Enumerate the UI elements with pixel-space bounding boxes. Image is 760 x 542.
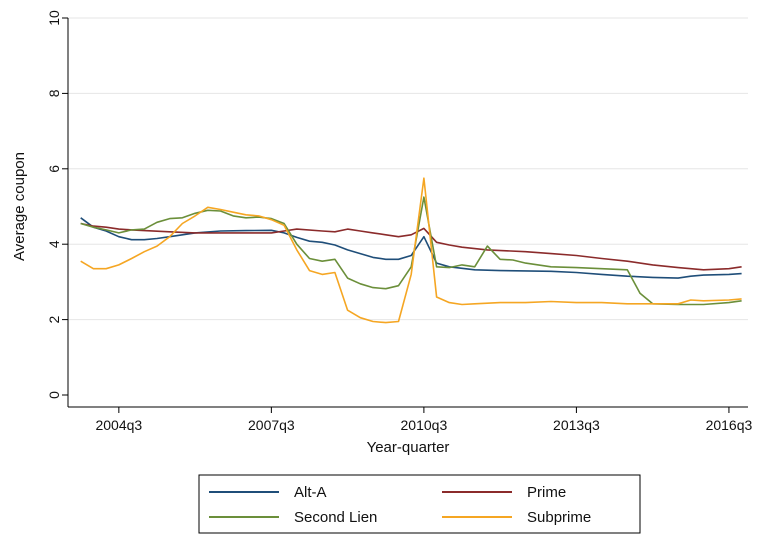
legend-label: Subprime: [527, 509, 591, 526]
legend-label: Second Lien: [294, 509, 377, 526]
series-line-alt-a: [80, 217, 742, 279]
series-line-subprime: [80, 177, 742, 324]
legend-label: Alt-A: [294, 484, 327, 501]
series-line-second-lien: [80, 196, 742, 306]
legend: Alt-A Prime Second Lien Subprime: [198, 474, 641, 534]
x-axis-title: Year-quarter: [367, 439, 450, 456]
y-tick-label: 2: [46, 315, 62, 323]
grid-lines: [68, 17, 748, 321]
axes: [67, 18, 748, 408]
x-tick-label: 2013q3: [553, 417, 600, 433]
x-tick-label: 2010q3: [401, 417, 448, 433]
x-tick-label: 2007q3: [248, 417, 295, 433]
y-tick-label: 8: [46, 89, 62, 97]
x-tick-label: 2004q3: [95, 417, 142, 433]
y-tick-label: 4: [46, 240, 62, 248]
legend-box: [198, 474, 641, 534]
x-axis-ticks: 2004q3 2007q3 2010q3 2013q3 2016q3: [95, 407, 753, 433]
y-tick-label: 6: [46, 165, 62, 173]
y-axis-title: Average coupon: [11, 152, 28, 261]
legend-label: Prime: [527, 484, 566, 501]
series-line-prime: [80, 222, 742, 271]
series-lines: [80, 177, 742, 324]
y-tick-label: 10: [46, 10, 62, 26]
x-tick-label: 2016q3: [706, 417, 753, 433]
y-tick-label: 0: [46, 391, 62, 399]
y-axis-ticks: 0 2 4 6 8 10: [46, 10, 68, 399]
